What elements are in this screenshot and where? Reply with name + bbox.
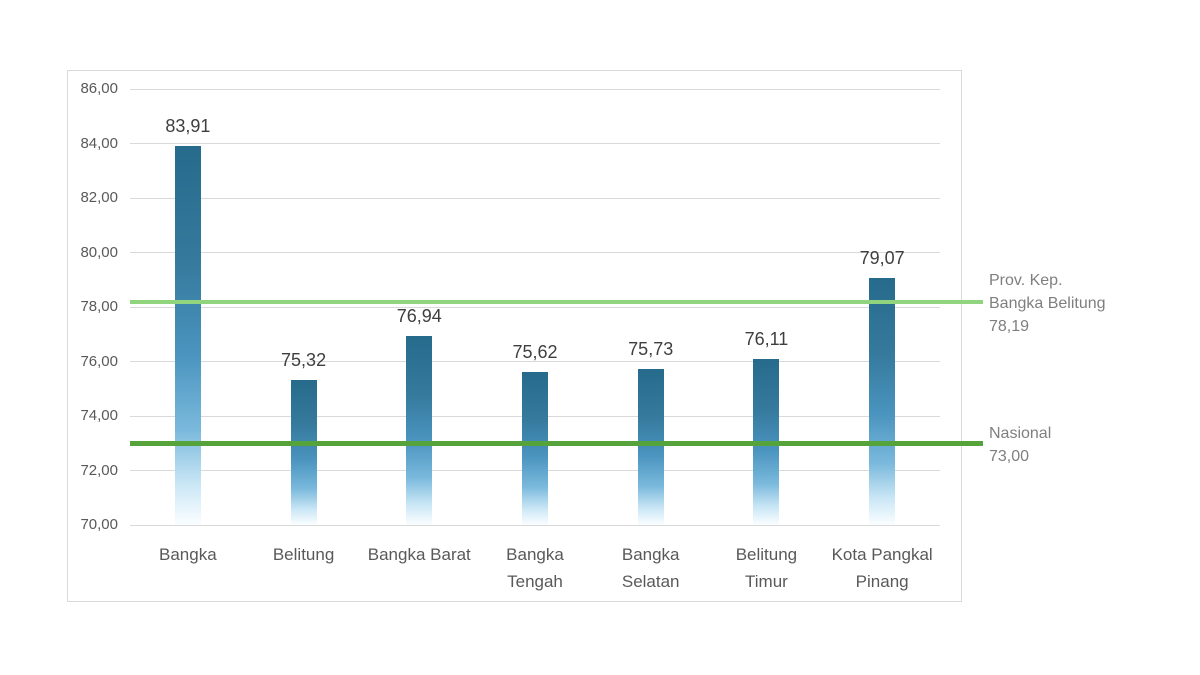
reference-line-label-nasional: Nasional 73,00 xyxy=(989,425,1052,466)
bar-bangka-selatan xyxy=(637,368,664,525)
gridline-84-00 xyxy=(130,143,940,144)
y-axis-tick-label: 72,00 xyxy=(80,461,118,479)
bar-bangka-barat xyxy=(406,335,433,525)
gridline-80-00 xyxy=(130,252,940,253)
bar-belitung xyxy=(290,380,317,525)
x-axis-category-label-bangka-selatan: Bangka Selatan xyxy=(621,545,680,591)
bar-value-label-bangka: 83,91 xyxy=(165,115,211,136)
gridline-70-00 xyxy=(130,524,940,526)
y-axis-tick-label: 80,00 xyxy=(80,243,118,261)
reference-line-nasional xyxy=(130,440,983,446)
y-axis-tick-label: 76,00 xyxy=(80,352,118,370)
bar-value-label-bangka-selatan: 75,73 xyxy=(628,338,674,359)
gridline-86-00 xyxy=(130,88,940,90)
bar-value-label-belitung: 75,32 xyxy=(281,350,327,371)
y-axis-tick-label: 74,00 xyxy=(80,407,118,424)
x-axis-category-label-kota-pangkal-pinang: Kota Pangkal Pinang xyxy=(831,545,933,591)
y-axis-tick-label: 78,00 xyxy=(80,298,118,315)
gridline-78-00 xyxy=(130,306,940,308)
reference-line-label-prov-kep-bangka-belitung: Prov. Kep. Bangka Belitung 78,19 xyxy=(989,272,1106,336)
bar-bangka xyxy=(174,145,201,525)
x-axis-category-label-bangka-barat: Bangka Barat xyxy=(367,545,471,564)
y-axis-tick-label: 82,00 xyxy=(80,189,118,206)
x-axis-category-label-bangka-tengah: Bangka Tengah xyxy=(506,545,564,591)
bar-value-label-kota-pangkal-pinang: 79,07 xyxy=(859,247,905,268)
x-axis-category-label-bangka: Bangka xyxy=(159,545,217,564)
chart-border-box xyxy=(67,70,962,602)
bar-value-label-bangka-barat: 76,94 xyxy=(396,305,442,326)
gridline-82-00 xyxy=(130,197,940,199)
x-axis-category-label-belitung: Belitung xyxy=(272,545,335,564)
y-axis-tick-label: 86,00 xyxy=(80,80,118,97)
y-axis-tick-label: 70,00 xyxy=(80,516,118,533)
bar-value-label-belitung-timur: 76,11 xyxy=(744,328,789,349)
bar-kota-pangkal-pinang xyxy=(869,277,896,525)
bar-value-label-bangka-tengah: 75,62 xyxy=(512,341,558,362)
bar-bangka-tengah xyxy=(522,371,548,525)
gridline-76-00 xyxy=(130,361,940,362)
y-axis-tick-label: 84,00 xyxy=(80,134,118,152)
x-axis-category-label-belitung-timur: Belitung Timur xyxy=(735,545,798,591)
reference-line-prov-kep-bangka-belitung xyxy=(130,299,983,304)
